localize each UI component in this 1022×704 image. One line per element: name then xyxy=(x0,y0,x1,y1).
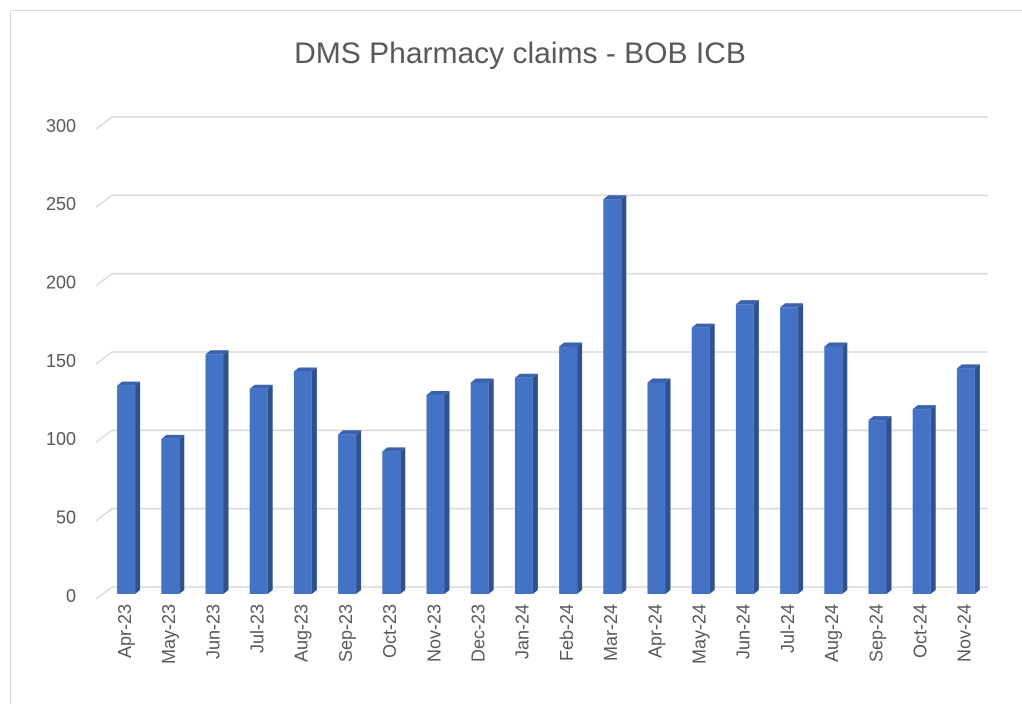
bar xyxy=(912,409,931,594)
x-tick-label: Aug-23 xyxy=(292,604,312,662)
bar-top xyxy=(824,342,848,347)
bar xyxy=(559,346,578,594)
bar-side xyxy=(753,300,759,594)
x-tick-label: Nov-24 xyxy=(955,604,975,662)
bar xyxy=(161,438,180,594)
x-tick-label: Jul-23 xyxy=(247,604,267,653)
bar xyxy=(426,395,445,594)
bar-side xyxy=(444,391,450,594)
bar-top xyxy=(470,378,494,383)
bar-side xyxy=(179,434,185,594)
y-tick-label: 200 xyxy=(46,272,76,292)
bar-side xyxy=(665,378,671,594)
bar xyxy=(249,388,268,594)
bar xyxy=(293,371,312,594)
bar-top xyxy=(735,300,759,305)
x-tick-label: Jan-24 xyxy=(513,604,533,659)
bar-side xyxy=(886,416,892,594)
bar-side xyxy=(356,430,362,594)
bar-side xyxy=(577,342,583,594)
bar xyxy=(956,368,975,594)
x-tick-label: Aug-24 xyxy=(822,604,842,662)
x-tick-label: Jun-24 xyxy=(734,604,754,659)
bar-top xyxy=(205,350,229,355)
bar xyxy=(205,354,224,594)
bar-side xyxy=(621,195,627,594)
bar-top xyxy=(249,384,273,389)
bar-side xyxy=(311,367,317,594)
bar-top xyxy=(780,303,804,308)
x-tick-label: Feb-24 xyxy=(557,604,577,661)
bar-side xyxy=(223,350,229,594)
bar xyxy=(470,382,489,594)
grid-line xyxy=(95,116,988,130)
bar-top xyxy=(691,323,715,328)
chart-title: DMS Pharmacy claims - BOB ICB xyxy=(294,37,746,70)
bar-top xyxy=(559,342,583,347)
x-tick-label: Sep-24 xyxy=(866,604,886,662)
bar-top xyxy=(868,416,892,421)
bar xyxy=(691,327,710,594)
bar xyxy=(382,451,401,594)
y-tick-label: 300 xyxy=(46,116,76,136)
x-tick-label: Oct-23 xyxy=(380,604,400,658)
chart-border xyxy=(10,10,1022,704)
y-tick-label: 250 xyxy=(46,194,76,214)
bar-side xyxy=(709,323,715,594)
bar xyxy=(824,346,843,594)
bar-top xyxy=(956,364,980,369)
x-tick-label: Jun-23 xyxy=(203,604,223,659)
bar-side xyxy=(267,384,273,594)
bar-side xyxy=(930,405,936,594)
y-tick-label: 150 xyxy=(46,351,76,371)
grid-line xyxy=(95,272,988,287)
y-tick-label: 100 xyxy=(46,429,76,449)
bar-top xyxy=(603,195,627,200)
bar xyxy=(735,304,754,594)
bar-side xyxy=(974,364,980,594)
bar-top xyxy=(161,434,185,439)
bar-side xyxy=(842,342,848,594)
bar xyxy=(780,307,799,594)
bar-side xyxy=(488,378,494,594)
x-tick-label: Oct-24 xyxy=(910,604,930,658)
bar xyxy=(603,199,622,594)
bar-top xyxy=(117,381,141,386)
x-tick-label: Mar-24 xyxy=(601,604,621,661)
bar xyxy=(514,377,533,594)
y-tick-label: 50 xyxy=(56,507,76,527)
bar xyxy=(338,434,357,594)
x-tick-label: Jul-24 xyxy=(778,604,798,653)
x-tick-label: Apr-24 xyxy=(645,604,665,658)
bar-side xyxy=(400,447,406,594)
bar-top xyxy=(293,367,317,372)
bar-side xyxy=(135,381,141,594)
bar xyxy=(868,420,887,594)
x-tick-label: Dec-23 xyxy=(468,604,488,662)
bar-side xyxy=(532,373,538,594)
bar-top xyxy=(382,447,406,452)
x-tick-label: Sep-23 xyxy=(336,604,356,662)
bar xyxy=(647,382,666,594)
x-tick-label: Apr-23 xyxy=(115,604,135,658)
bar-top xyxy=(647,378,671,383)
grid-line xyxy=(95,194,988,208)
bar xyxy=(117,385,136,594)
bar-top xyxy=(338,430,362,435)
x-tick-label: Nov-23 xyxy=(424,604,444,662)
x-tick-label: May-23 xyxy=(159,604,179,664)
bar-top xyxy=(426,391,450,396)
bar-top xyxy=(912,405,936,410)
x-tick-label: May-24 xyxy=(689,604,709,664)
y-tick-label: 0 xyxy=(66,586,76,606)
bar-top xyxy=(514,373,538,378)
bar-side xyxy=(798,303,804,594)
